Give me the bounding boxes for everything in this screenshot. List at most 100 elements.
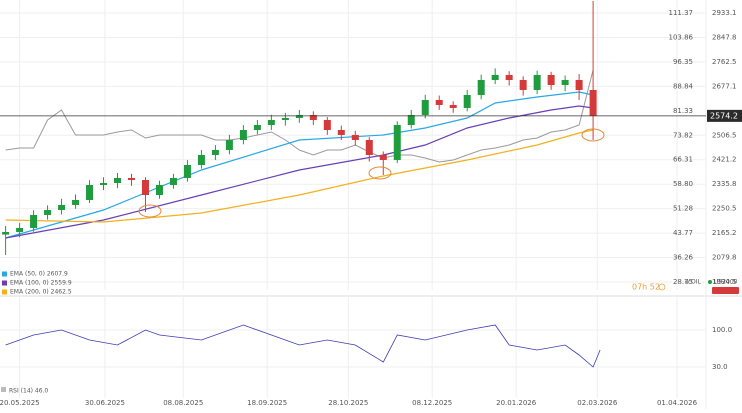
- candle-body: [100, 182, 108, 185]
- legend-dot: [685, 280, 689, 284]
- grid: [0, 0, 705, 398]
- candle-body: [547, 75, 555, 86]
- y-tick-label: 30.0: [712, 363, 728, 371]
- candle-body: [197, 154, 205, 165]
- legend-dot: [708, 280, 712, 284]
- candle-body: [491, 75, 499, 80]
- candle-body: [435, 99, 443, 105]
- y-tick-label: 1994.5: [712, 278, 737, 286]
- candle-body: [16, 227, 24, 232]
- candle-body: [323, 119, 331, 130]
- legend-us2000: US2000: [714, 279, 738, 286]
- candle-body: [127, 177, 135, 180]
- candle-body: [463, 94, 471, 108]
- y2-tick-label: 66.31: [673, 156, 693, 164]
- price-label-bg: [707, 109, 742, 122]
- legend-oil: OIL: [691, 279, 701, 286]
- y-tick-label: 2079.8: [712, 254, 737, 262]
- labels: 20.05.2025 30.06.2025 08.08.2025 18.09.2025…: [0, 9, 742, 407]
- candle-body: [365, 139, 373, 155]
- legend-swatch: [712, 287, 739, 294]
- y2-tick-label: 103.86: [669, 33, 694, 41]
- candle-body: [589, 89, 597, 116]
- y-tick-label: 2335.8: [712, 180, 737, 188]
- y2-tick-label: 73.82: [673, 131, 693, 139]
- legend-swatch: [2, 289, 7, 295]
- legend-label: EMA (200, 0) 2462.5: [10, 289, 72, 296]
- candle-body: [351, 134, 359, 140]
- y2-tick-label: 43.77: [673, 229, 693, 237]
- marks: [0, 1, 706, 368]
- candle-body: [407, 114, 415, 125]
- y-tick-label: 100.0: [712, 326, 732, 334]
- candle-body: [183, 164, 191, 178]
- candle-body: [281, 117, 289, 120]
- candle-body: [421, 99, 429, 115]
- candle-body: [225, 139, 233, 150]
- series-line: [5, 91, 594, 239]
- series-line: [5, 69, 594, 163]
- candle-body: [379, 154, 387, 160]
- y-tick-label: 2933.1: [712, 9, 737, 17]
- candle-body: [267, 119, 275, 125]
- legend-label: EMA (50, 0) 2607.9: [10, 271, 68, 278]
- candle-body: [575, 79, 583, 90]
- series-line: [5, 129, 594, 223]
- series-line: [5, 105, 594, 239]
- y-tick-label: 2421.2: [712, 156, 737, 164]
- y2-tick-label: 36.26: [673, 254, 694, 262]
- candle-body: [295, 114, 303, 118]
- annotation-circle: [138, 204, 162, 218]
- candle-body: [30, 214, 38, 228]
- price-label: 2574.2: [710, 111, 738, 120]
- legend-swatch: [2, 271, 7, 277]
- candle-body: [155, 184, 163, 195]
- candle-body: [239, 129, 247, 140]
- y-tick-label: 2506.5: [712, 131, 737, 139]
- annotation-circle: [581, 128, 605, 142]
- candle-body: [86, 184, 94, 200]
- candle-body: [72, 199, 80, 205]
- annotation-circle: [368, 166, 392, 180]
- candle-body: [449, 104, 457, 108]
- candle-body: [141, 179, 149, 195]
- x-tick-label: 28.10.2025: [328, 399, 368, 407]
- legend-label: EMA (100, 0) 2559.9: [10, 280, 72, 287]
- x-tick-label: 20.01.2026: [496, 399, 537, 407]
- candle-body: [309, 114, 317, 120]
- candle-body: [114, 177, 121, 183]
- candle-body: [477, 79, 485, 95]
- y-tick-label: 2165.2: [712, 229, 737, 237]
- y2-tick-label: 28.75: [673, 278, 693, 286]
- candle-body: [519, 79, 527, 90]
- countdown: 07h 52: [632, 283, 660, 292]
- candle-body: [561, 79, 569, 86]
- candle-body: [44, 209, 52, 215]
- candle-body: [169, 177, 177, 185]
- y2-tick-label: 51.28: [673, 205, 693, 213]
- candle-body: [533, 75, 541, 90]
- y-tick-label: 2677.1: [712, 82, 737, 90]
- timer-icon: [658, 283, 666, 291]
- y2-tick-label: 96.35: [673, 58, 693, 66]
- candle-body: [211, 149, 219, 155]
- rsi-title: RSI (14) 46.0: [9, 388, 48, 395]
- candle-body: [253, 124, 261, 130]
- x-tick-label: 30.06.2025: [85, 399, 125, 407]
- y-tick-label: 2762.5: [712, 58, 737, 66]
- x-tick-label: 01.04.2026: [657, 399, 698, 407]
- rsi-line: [5, 324, 601, 368]
- y-tick-label: 2847.8: [712, 33, 737, 41]
- x-tick-label: 20.05.2025: [0, 399, 40, 407]
- candle-body: [2, 231, 10, 235]
- candle-body: [505, 75, 513, 80]
- y2-tick-label: 81.33: [673, 107, 693, 115]
- legend-swatch: [2, 280, 7, 286]
- x-tick-label: 08.12.2025: [412, 399, 452, 407]
- x-tick-label: 02.03.2026: [577, 399, 618, 407]
- y-tick-label: 2250.5: [712, 205, 737, 213]
- y2-tick-label: 58.80: [673, 180, 693, 188]
- candle-body: [393, 124, 401, 160]
- x-tick-label: 18.09.2025: [247, 399, 287, 407]
